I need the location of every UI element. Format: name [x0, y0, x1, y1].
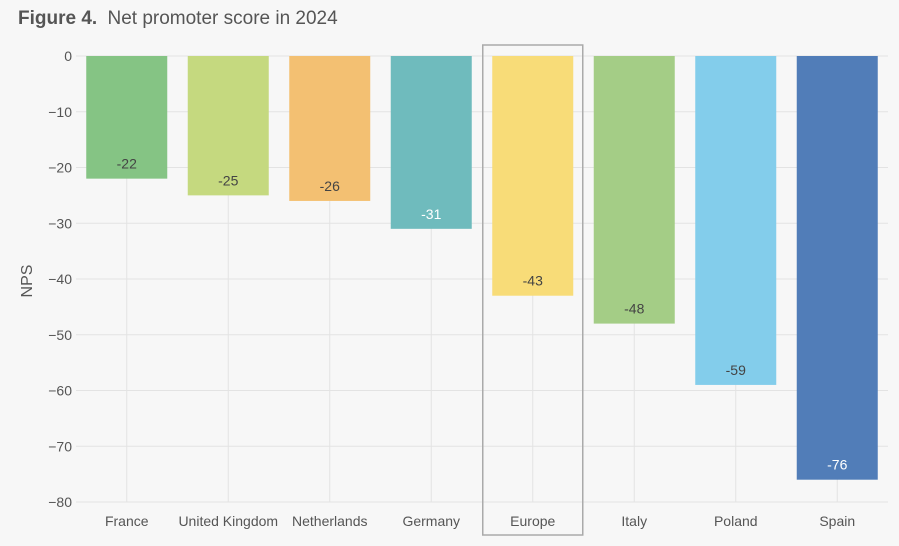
data-label: -59 — [726, 362, 746, 378]
bar-italy — [593, 56, 675, 324]
data-label: -76 — [827, 457, 847, 473]
x-tick-label: Germany — [402, 513, 460, 529]
x-tick-label: Netherlands — [292, 513, 368, 529]
y-tick-label: −60 — [48, 383, 72, 399]
x-axis-ticks: France United Kingdom Netherlands Germany Eu… — [105, 513, 855, 529]
y-tick-label: −10 — [48, 104, 72, 120]
x-tick-label: Spain — [819, 513, 855, 529]
bar-spain — [796, 56, 878, 480]
data-label: -43 — [523, 273, 543, 289]
y-tick-label: −30 — [48, 215, 72, 231]
bars — [86, 56, 878, 480]
x-tick-label: France — [105, 513, 149, 529]
y-tick-label: −20 — [48, 160, 72, 176]
bar-france — [86, 56, 168, 179]
y-tick-label: −80 — [48, 494, 72, 510]
chart-title-prefix: Figure 4. — [18, 8, 97, 29]
x-tick-label: Italy — [621, 513, 647, 529]
data-label: -25 — [218, 172, 238, 188]
highlight-frame-group — [482, 44, 584, 536]
y-tick-label: 0 — [64, 48, 72, 64]
bar-europe — [492, 56, 574, 296]
highlight-frame — [482, 44, 584, 536]
y-tick-label: −70 — [48, 438, 72, 454]
y-tick-label: −40 — [48, 271, 72, 287]
x-tick-label: Poland — [714, 513, 758, 529]
x-tick-label: United Kingdom — [178, 513, 278, 529]
data-label: -31 — [421, 206, 441, 222]
bar-netherlands — [289, 56, 371, 201]
bar-poland — [695, 56, 777, 385]
data-label: -48 — [624, 301, 644, 317]
y-axis-title: NPS — [19, 265, 36, 298]
data-labels: -22 -25 -26 -31 -43 -48 -59 -76 — [117, 156, 848, 473]
bar-germany — [390, 56, 472, 229]
data-label: -26 — [320, 178, 340, 194]
y-tick-label: −50 — [48, 327, 72, 343]
data-label: -22 — [117, 156, 137, 172]
x-tick-label: Europe — [510, 513, 555, 529]
bar-united-kingdom — [187, 56, 269, 196]
chart-title-text: Net promoter score in 2024 — [107, 8, 338, 29]
chart-title: Figure 4. Net promoter score in 2024 — [18, 8, 338, 29]
y-axis-ticks: 0 −10 −20 −30 −40 −50 −60 −70 −80 — [48, 48, 72, 510]
